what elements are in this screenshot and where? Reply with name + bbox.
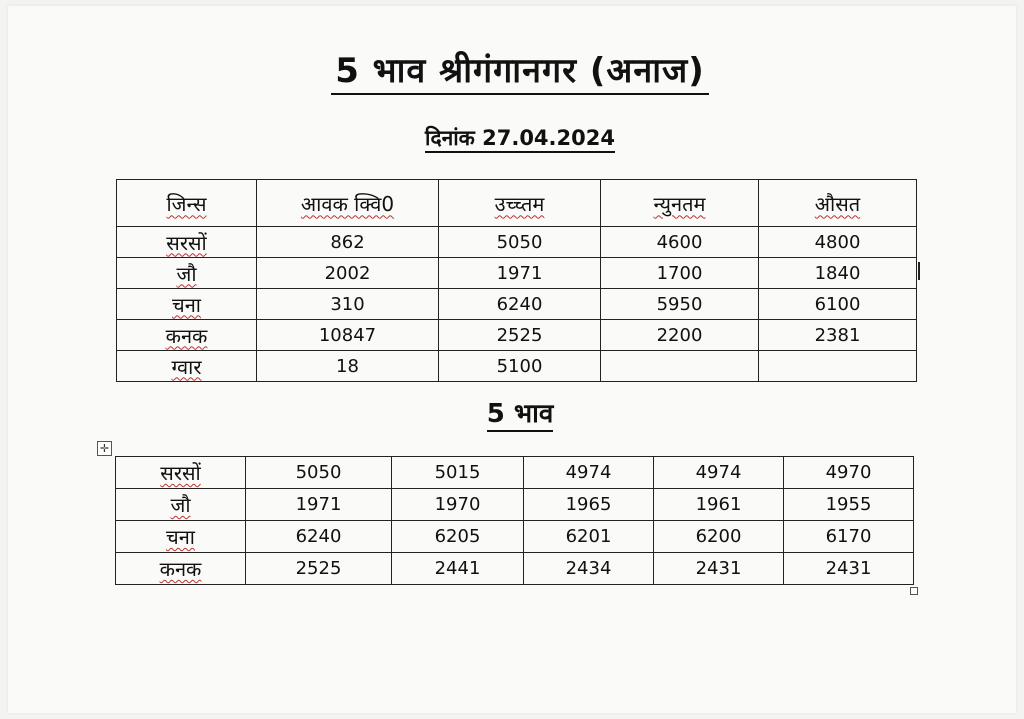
table-cell: 2441 (391, 552, 524, 585)
table-row: चना 6240 6205 6201 6200 6170 (115, 520, 914, 553)
table-cell: 2431 (783, 552, 914, 585)
table-cell: 6200 (653, 520, 784, 553)
row-label: सरसों (116, 226, 257, 258)
header-average: औसत (758, 179, 917, 227)
table-cell: 1700 (600, 257, 759, 289)
row-label: ग्वार (116, 350, 257, 382)
row-label: चना (115, 520, 246, 553)
table-cell: 6240 (245, 520, 392, 553)
table-cell (758, 350, 917, 382)
row-label: सरसों (115, 456, 246, 489)
table-row: जौ 2002 1971 1700 1840 (116, 257, 917, 289)
table-cell: 4974 (653, 456, 784, 489)
table-cell: 1971 (438, 257, 601, 289)
row-label: कनक (116, 319, 257, 351)
text-cursor (918, 262, 920, 280)
table-cell: 2200 (600, 319, 759, 351)
table-cell: 1961 (653, 488, 784, 521)
table-cell: 2002 (256, 257, 439, 289)
table-cell: 2525 (438, 319, 601, 351)
table-cell: 2431 (653, 552, 784, 585)
table-row: चना 310 6240 5950 6100 (116, 288, 917, 320)
table-cell: 6170 (783, 520, 914, 553)
table-cell: 18 (256, 350, 439, 382)
table-cell: 4800 (758, 226, 917, 258)
table-cell (600, 350, 759, 382)
table-row: ग्वार 18 5100 (116, 350, 917, 382)
table-cell: 6100 (758, 288, 917, 320)
table-cell: 4974 (523, 456, 654, 489)
table-cell: 5100 (438, 350, 601, 382)
table-cell: 862 (256, 226, 439, 258)
table-cell: 4970 (783, 456, 914, 489)
rates-table: जिन्स आवक क्वि0 उच्च्तम न्युनतम औसत सरसो… (116, 179, 917, 382)
row-label: जौ (116, 257, 257, 289)
table-row: सरसों 862 5050 4600 4800 (116, 226, 917, 258)
header-arrival: आवक क्वि0 (256, 179, 439, 227)
header-lowest: न्युनतम (600, 179, 759, 227)
table-cell: 5050 (245, 456, 392, 489)
row-label: चना (116, 288, 257, 320)
five-bhav-table: सरसों 5050 5015 4974 4974 4970 जौ 1971 1… (115, 456, 914, 585)
table-cell: 1971 (245, 488, 392, 521)
table-cell: 10847 (256, 319, 439, 351)
table-cell: 1970 (391, 488, 524, 521)
table-cell: 5050 (438, 226, 601, 258)
table-cell: 5015 (391, 456, 524, 489)
table-cell: 2381 (758, 319, 917, 351)
table-cell: 1955 (783, 488, 914, 521)
table-cell: 2434 (523, 552, 654, 585)
table-row: जौ 1971 1970 1965 1961 1955 (115, 488, 914, 521)
table-cell: 4600 (600, 226, 759, 258)
table-row: कनक 10847 2525 2200 2381 (116, 319, 917, 351)
bhav-section-title: 5 भाव (0, 394, 1024, 432)
table-row: कनक 2525 2441 2434 2431 2431 (115, 552, 914, 585)
table-cell: 2525 (245, 552, 392, 585)
header-highest: उच्च्तम (438, 179, 601, 227)
row-label: जौ (115, 488, 246, 521)
table-cell: 1840 (758, 257, 917, 289)
table-header-row: जिन्स आवक क्वि0 उच्च्तम न्युनतम औसत (116, 179, 917, 227)
report-date: दिनांक 27.04.2024 (0, 124, 1024, 153)
page-title: 5 भाव श्रीगंगानगर (अनाज) (0, 46, 1024, 95)
table-cell: 6240 (438, 288, 601, 320)
header-commodity: जिन्स (116, 179, 257, 227)
table-cell: 6205 (391, 520, 524, 553)
table-cell: 310 (256, 288, 439, 320)
table-cell: 5950 (600, 288, 759, 320)
row-label: कनक (115, 552, 246, 585)
table-row: सरसों 5050 5015 4974 4974 4970 (115, 456, 914, 489)
table-cell: 1965 (523, 488, 654, 521)
resize-handle-icon[interactable] (910, 587, 918, 595)
move-icon[interactable]: ✛ (97, 441, 112, 456)
table-cell: 6201 (523, 520, 654, 553)
